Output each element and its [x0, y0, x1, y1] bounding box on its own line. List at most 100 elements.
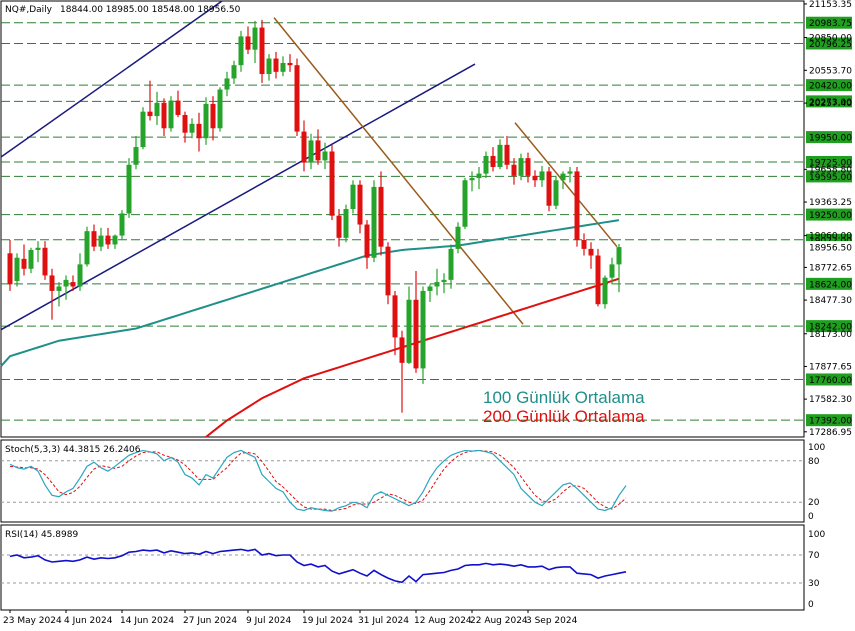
candle-body: [385, 246, 391, 296]
stoch-tick-label: 80: [808, 457, 820, 467]
date-tick-label: 31 Jul 2024: [358, 616, 409, 626]
candle-body: [245, 36, 251, 50]
price-tick-label: 21153.35: [809, 0, 852, 10]
candle-body: [238, 36, 244, 66]
candle-body: [140, 111, 146, 148]
rsi-tick-label: 70: [808, 551, 820, 561]
candle-body: [119, 213, 125, 236]
price-tick-label: 18477.30: [809, 296, 852, 306]
candle-body: [175, 100, 181, 115]
candles: [7, 19, 622, 413]
date-tick-label: 12 Aug 2024: [414, 616, 472, 626]
candle-body: [273, 58, 279, 72]
candle-body: [609, 264, 615, 278]
candle-body: [469, 178, 475, 181]
candle-body: [371, 186, 377, 258]
candle-body: [329, 151, 335, 216]
rsi-tick-label: 0: [808, 600, 814, 610]
candle-body: [91, 231, 97, 247]
stoch-main-line: [9, 449, 627, 512]
ma200-legend: 200 Günlük Ortalama: [483, 407, 645, 426]
candle-body: [7, 253, 13, 285]
candle-body: [49, 275, 55, 291]
candle-body: [413, 299, 419, 369]
date-axis: 23 May 2024 4 Jun 2024 14 Jun 2024 27 Jun 2…: [3, 610, 578, 626]
stoch-panel-frame: [0, 439, 805, 523]
candle-body: [287, 62, 293, 66]
level-label-bg: [806, 79, 852, 92]
candle-body: [350, 184, 356, 210]
price-tick-label: 20553.70: [809, 66, 852, 76]
rsi-tick-label: 100: [808, 530, 825, 540]
price-tick-label: 19363.25: [809, 198, 852, 208]
level-label: 19950.00: [809, 134, 852, 144]
candle-body: [581, 240, 587, 249]
candle-body: [364, 224, 370, 258]
stoch-label: Stoch(5,3,3) 44.3815 26.2406: [5, 445, 141, 455]
candle-body: [574, 171, 580, 241]
candle-body: [490, 155, 496, 167]
price-tick-label: 20257.40: [809, 99, 852, 109]
candle-body: [378, 186, 384, 247]
date-tick-label: 14 Jun 2024: [120, 616, 174, 626]
candle-body: [336, 215, 342, 238]
candle-body: [147, 111, 153, 117]
price-tick-label: 19658.80: [809, 165, 852, 175]
level-label-bg: [806, 95, 852, 108]
level-label-bg: [806, 170, 852, 183]
candle-body: [602, 277, 608, 305]
candle-body: [406, 299, 412, 363]
candle-body: [28, 249, 34, 269]
price-axis: 20983.75 20796.25 20420.00 20273.00 19950.00…: [804, 0, 852, 438]
stoch-tick-label: 100: [808, 443, 825, 453]
candle-body: [448, 248, 454, 280]
candle-body: [476, 173, 482, 179]
price-tick-label: 18173.00: [809, 330, 852, 340]
level-label: 20983.75: [809, 19, 852, 29]
price-tick-label: 17286.95: [809, 428, 852, 438]
level-label-bg: [806, 414, 852, 427]
candle-body: [427, 286, 433, 291]
level-label-bg: [806, 156, 852, 169]
candle-body: [539, 171, 545, 181]
candle-body: [455, 226, 461, 249]
candle-body: [560, 173, 566, 181]
level-label: 19725.00: [809, 159, 852, 169]
candle-body: [105, 235, 111, 245]
candle-body: [532, 175, 538, 181]
price-tick-label: 19060.00: [809, 232, 852, 242]
candle-body: [504, 144, 510, 165]
chart-ohlc: 18844.00 18985.00 18548.00 18956.50: [60, 5, 241, 15]
candle-body: [77, 264, 83, 287]
date-tick-label: 3 Sep 2024: [526, 616, 578, 626]
candle-body: [63, 279, 69, 287]
level-label-bg: [806, 208, 852, 221]
level-label: 20420.00: [809, 82, 852, 92]
level-label-bg: [806, 320, 852, 333]
date-tick-label: 4 Jun 2024: [64, 616, 113, 626]
candle-body: [301, 131, 307, 163]
candle-body: [182, 114, 188, 133]
level-label: 17760.00: [809, 376, 852, 386]
channel-upper-line: [0, 0, 223, 158]
candle-body: [497, 144, 503, 167]
rsi-label: RSI(14) 45.8989: [5, 530, 78, 540]
level-label-bg: [806, 131, 852, 144]
candle-body: [224, 78, 230, 90]
candle-body: [357, 184, 363, 225]
rsi-line: [9, 548, 627, 584]
candle-body: [161, 102, 167, 129]
candle-body: [553, 180, 559, 206]
level-label: 18624.00: [809, 280, 852, 290]
price-tick-label: 17582.30: [809, 395, 852, 405]
candle-body: [315, 140, 321, 161]
rsi-panel-frame: [0, 524, 805, 611]
candle-body: [595, 255, 601, 305]
candle-body: [56, 286, 62, 291]
candle-body: [588, 248, 594, 256]
candle-body: [525, 158, 531, 176]
candle-body: [483, 155, 489, 174]
candle-body: [259, 27, 265, 75]
current-price-label: 18956.50: [809, 244, 852, 254]
